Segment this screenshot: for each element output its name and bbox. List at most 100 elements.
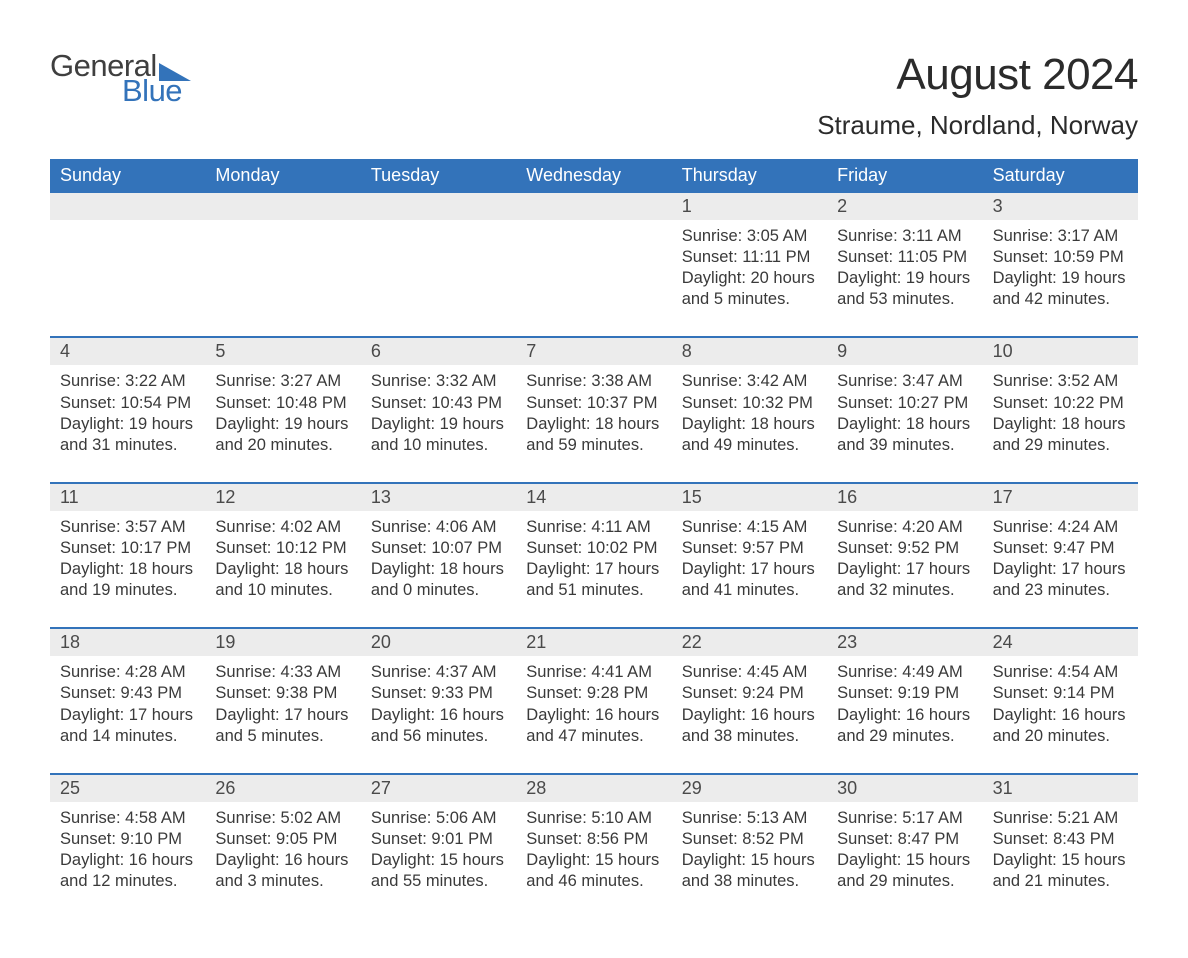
sunrise-text: Sunrise: 3:05 AM <box>682 226 817 247</box>
sunset-text: Sunset: 8:56 PM <box>526 829 661 850</box>
day-number: 7 <box>516 338 671 365</box>
sunset-text: Sunset: 10:59 PM <box>993 247 1128 268</box>
day-number: 1 <box>672 193 827 220</box>
day-number-row: 123 <box>50 193 1138 220</box>
sunrise-text: Sunrise: 3:22 AM <box>60 371 195 392</box>
daylight2-text: and 29 minutes. <box>837 726 972 747</box>
daylight2-text: and 10 minutes. <box>371 435 506 456</box>
calendar: Sunday Monday Tuesday Wednesday Thursday… <box>50 159 1138 918</box>
sunrise-text: Sunrise: 5:10 AM <box>526 808 661 829</box>
sunset-text: Sunset: 9:01 PM <box>371 829 506 850</box>
day-cell: Sunrise: 4:15 AMSunset: 9:57 PMDaylight:… <box>672 511 827 627</box>
daylight1-text: Daylight: 18 hours <box>837 414 972 435</box>
sunrise-text: Sunrise: 4:58 AM <box>60 808 195 829</box>
sunrise-text: Sunrise: 4:15 AM <box>682 517 817 538</box>
daylight2-text: and 49 minutes. <box>682 435 817 456</box>
day-cell: Sunrise: 5:13 AMSunset: 8:52 PMDaylight:… <box>672 802 827 918</box>
day-number: 16 <box>827 484 982 511</box>
day-cell: Sunrise: 3:17 AMSunset: 10:59 PMDaylight… <box>983 220 1138 336</box>
sunrise-text: Sunrise: 4:49 AM <box>837 662 972 683</box>
sunset-text: Sunset: 9:05 PM <box>215 829 350 850</box>
day-number: 21 <box>516 629 671 656</box>
day-cell <box>50 220 205 336</box>
sunrise-text: Sunrise: 3:38 AM <box>526 371 661 392</box>
daylight1-text: Daylight: 16 hours <box>526 705 661 726</box>
daylight2-text: and 47 minutes. <box>526 726 661 747</box>
sunrise-text: Sunrise: 4:20 AM <box>837 517 972 538</box>
day-cell: Sunrise: 4:20 AMSunset: 9:52 PMDaylight:… <box>827 511 982 627</box>
day-cell: Sunrise: 4:11 AMSunset: 10:02 PMDaylight… <box>516 511 671 627</box>
sunset-text: Sunset: 9:28 PM <box>526 683 661 704</box>
daylight1-text: Daylight: 16 hours <box>371 705 506 726</box>
calendar-week: 45678910Sunrise: 3:22 AMSunset: 10:54 PM… <box>50 336 1138 481</box>
day-number: 24 <box>983 629 1138 656</box>
sunrise-text: Sunrise: 4:28 AM <box>60 662 195 683</box>
sunrise-text: Sunrise: 5:02 AM <box>215 808 350 829</box>
day-cell: Sunrise: 4:49 AMSunset: 9:19 PMDaylight:… <box>827 656 982 772</box>
sunset-text: Sunset: 11:05 PM <box>837 247 972 268</box>
daylight2-text: and 38 minutes. <box>682 726 817 747</box>
day-number <box>361 193 516 220</box>
month-title: August 2024 <box>817 50 1138 100</box>
sunset-text: Sunset: 9:10 PM <box>60 829 195 850</box>
day-number: 19 <box>205 629 360 656</box>
daylight1-text: Daylight: 20 hours <box>682 268 817 289</box>
daylight1-text: Daylight: 16 hours <box>993 705 1128 726</box>
daylight1-text: Daylight: 18 hours <box>60 559 195 580</box>
day-cell: Sunrise: 5:06 AMSunset: 9:01 PMDaylight:… <box>361 802 516 918</box>
day-cell: Sunrise: 3:52 AMSunset: 10:22 PMDaylight… <box>983 365 1138 481</box>
day-cell <box>516 220 671 336</box>
day-header: Wednesday <box>516 159 671 193</box>
day-number: 6 <box>361 338 516 365</box>
sunset-text: Sunset: 9:52 PM <box>837 538 972 559</box>
day-number: 26 <box>205 775 360 802</box>
day-cell: Sunrise: 3:42 AMSunset: 10:32 PMDaylight… <box>672 365 827 481</box>
daylight2-text: and 42 minutes. <box>993 289 1128 310</box>
day-number: 3 <box>983 193 1138 220</box>
calendar-week: 18192021222324Sunrise: 4:28 AMSunset: 9:… <box>50 627 1138 772</box>
daylight2-text: and 3 minutes. <box>215 871 350 892</box>
day-cell: Sunrise: 4:02 AMSunset: 10:12 PMDaylight… <box>205 511 360 627</box>
sunset-text: Sunset: 11:11 PM <box>682 247 817 268</box>
daylight1-text: Daylight: 18 hours <box>993 414 1128 435</box>
daylight1-text: Daylight: 15 hours <box>526 850 661 871</box>
day-cell: Sunrise: 4:37 AMSunset: 9:33 PMDaylight:… <box>361 656 516 772</box>
daylight1-text: Daylight: 15 hours <box>837 850 972 871</box>
daylight2-text: and 19 minutes. <box>60 580 195 601</box>
daylight2-text: and 53 minutes. <box>837 289 972 310</box>
day-cell: Sunrise: 5:02 AMSunset: 9:05 PMDaylight:… <box>205 802 360 918</box>
daylight1-text: Daylight: 16 hours <box>682 705 817 726</box>
daylight2-text: and 51 minutes. <box>526 580 661 601</box>
sunrise-text: Sunrise: 4:02 AM <box>215 517 350 538</box>
day-number: 13 <box>361 484 516 511</box>
sunset-text: Sunset: 9:43 PM <box>60 683 195 704</box>
day-cell: Sunrise: 4:24 AMSunset: 9:47 PMDaylight:… <box>983 511 1138 627</box>
sunset-text: Sunset: 9:47 PM <box>993 538 1128 559</box>
daylight1-text: Daylight: 17 hours <box>215 705 350 726</box>
daylight1-text: Daylight: 19 hours <box>215 414 350 435</box>
day-number: 28 <box>516 775 671 802</box>
day-number: 8 <box>672 338 827 365</box>
day-cell: Sunrise: 4:54 AMSunset: 9:14 PMDaylight:… <box>983 656 1138 772</box>
sunrise-text: Sunrise: 4:54 AM <box>993 662 1128 683</box>
sunset-text: Sunset: 9:33 PM <box>371 683 506 704</box>
daylight2-text: and 12 minutes. <box>60 871 195 892</box>
daylight1-text: Daylight: 18 hours <box>215 559 350 580</box>
day-cell: Sunrise: 4:28 AMSunset: 9:43 PMDaylight:… <box>50 656 205 772</box>
day-header: Saturday <box>983 159 1138 193</box>
daylight1-text: Daylight: 16 hours <box>60 850 195 871</box>
daylight2-text: and 5 minutes. <box>215 726 350 747</box>
daylight2-text: and 46 minutes. <box>526 871 661 892</box>
sunset-text: Sunset: 10:07 PM <box>371 538 506 559</box>
location-label: Straume, Nordland, Norway <box>817 110 1138 141</box>
sunset-text: Sunset: 10:17 PM <box>60 538 195 559</box>
sunrise-text: Sunrise: 5:13 AM <box>682 808 817 829</box>
day-cell: Sunrise: 4:41 AMSunset: 9:28 PMDaylight:… <box>516 656 671 772</box>
sunset-text: Sunset: 10:22 PM <box>993 393 1128 414</box>
daylight2-text: and 55 minutes. <box>371 871 506 892</box>
sunrise-text: Sunrise: 4:11 AM <box>526 517 661 538</box>
sunrise-text: Sunrise: 3:17 AM <box>993 226 1128 247</box>
sunset-text: Sunset: 10:48 PM <box>215 393 350 414</box>
sunset-text: Sunset: 10:32 PM <box>682 393 817 414</box>
day-number: 2 <box>827 193 982 220</box>
